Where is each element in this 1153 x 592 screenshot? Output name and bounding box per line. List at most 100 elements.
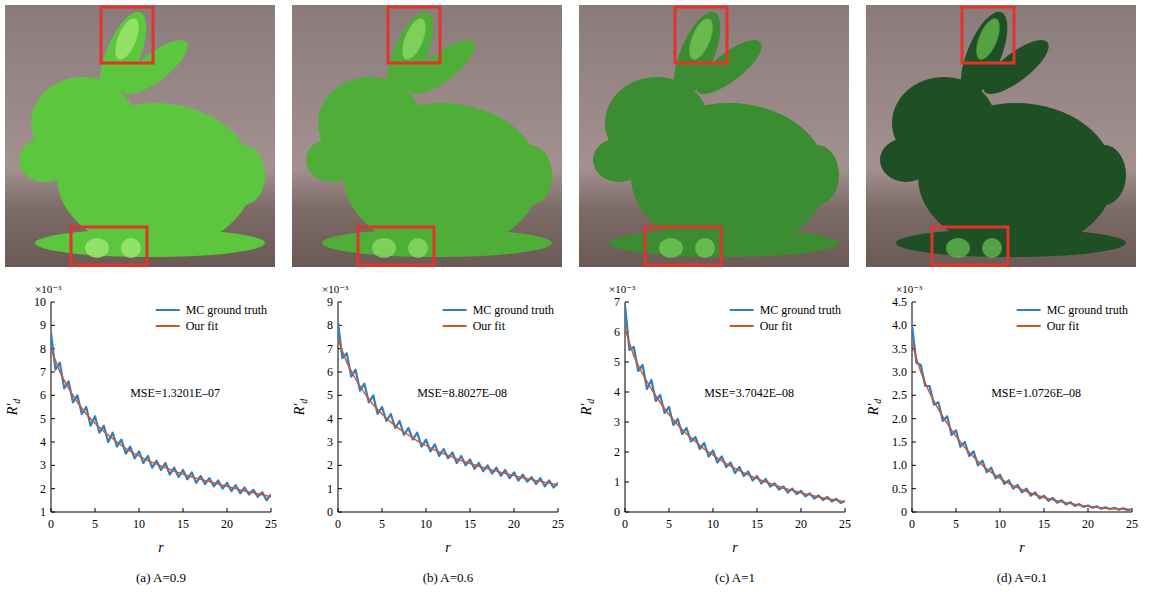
y-tick-label: 2	[614, 445, 620, 459]
legend-swatch	[156, 325, 180, 327]
y-tick-label: 3.5	[892, 342, 907, 356]
plot-data	[51, 332, 271, 500]
figure: 123456789100510152025×10⁻³R′dr(a) A=0.9M…	[0, 0, 1153, 592]
legend-label: Our fit	[473, 319, 506, 333]
foot-highlight	[695, 238, 715, 258]
y-tick	[912, 488, 916, 489]
legend: MC ground truthOur fit	[730, 303, 841, 333]
series-line	[625, 305, 845, 503]
legend-swatch	[730, 309, 754, 311]
x-tick-label: 0	[622, 517, 628, 531]
legend-swatch	[443, 325, 467, 327]
render-background	[5, 5, 275, 267]
y-tick	[912, 465, 916, 466]
x-tick	[845, 508, 846, 512]
x-tick	[183, 508, 184, 512]
x-tick-label: 10	[133, 517, 145, 531]
x-tick	[470, 508, 471, 512]
highlight-box	[101, 7, 153, 63]
y-label-main: R′	[5, 403, 20, 417]
y-label-main: R′	[579, 403, 594, 417]
x-tick-label: 5	[666, 517, 672, 531]
y-tick-label: 4	[614, 385, 620, 399]
chart-panel: 01234567890510152025×10⁻³R′dr(b) A=0.6MS…	[292, 283, 564, 585]
series-line	[51, 332, 271, 500]
chart-panel: 00.51.01.52.02.53.03.54.04.50510152025×1…	[866, 283, 1138, 585]
ear-highlight	[684, 15, 717, 63]
bunny-tail	[1082, 145, 1126, 205]
series-line	[912, 344, 1132, 510]
chart-panel: 012345670510152025×10⁻³R′dr(c) A=1MSE=3.…	[579, 283, 851, 585]
y-tick-label: 2.5	[892, 388, 907, 402]
highlight-box	[388, 7, 440, 63]
y-tick-label: 5	[614, 355, 620, 369]
bunny-tail	[221, 145, 265, 205]
legend-swatch	[1017, 325, 1041, 327]
y-tick-label: 7	[40, 365, 46, 379]
legend-label: MC ground truth	[186, 303, 267, 317]
x-axis-label: r	[445, 540, 451, 555]
y-tick-label: 8	[40, 342, 46, 356]
y-tick-label: 0	[901, 505, 907, 519]
render-image	[579, 5, 849, 267]
x-axis	[51, 512, 271, 513]
y-tick-label: 5	[40, 412, 46, 426]
y-tick-label: 9	[327, 295, 333, 309]
legend-swatch	[156, 309, 180, 311]
y-tick-label: 7	[614, 295, 620, 309]
x-tick	[1044, 508, 1045, 512]
y-tick-label: 3	[40, 458, 46, 472]
x-axis-label: r	[158, 540, 164, 555]
highlight-box	[962, 7, 1014, 63]
render-background	[579, 5, 849, 267]
y-tick	[338, 465, 342, 466]
y-scale-label: ×10⁻³	[322, 283, 349, 295]
mse-annotation: MSE=1.3201E–07	[130, 386, 220, 400]
series-line	[338, 323, 558, 488]
y-tick	[51, 418, 55, 419]
panel-caption: (a) A=0.9	[136, 570, 186, 585]
y-axis	[625, 302, 626, 512]
y-tick-label: 6	[327, 365, 333, 379]
x-tick-label: 10	[420, 517, 432, 531]
plot-data	[912, 325, 1132, 510]
y-tick-label: 0.5	[892, 482, 907, 496]
y-label-sub: d	[585, 398, 596, 404]
y-tick-label: 1	[614, 475, 620, 489]
x-tick-label: 5	[953, 517, 959, 531]
legend-swatch	[443, 309, 467, 311]
y-tick	[912, 395, 916, 396]
ear-highlight	[110, 15, 143, 63]
y-tick	[625, 422, 629, 423]
y-tick-label: 4.5	[892, 295, 907, 309]
x-tick	[514, 508, 515, 512]
foot-highlight	[982, 238, 1002, 258]
y-tick-label: 1	[40, 505, 46, 519]
y-tick	[338, 488, 342, 489]
legend-label: Our fit	[760, 319, 793, 333]
y-axis-label: R′d	[5, 398, 22, 417]
bunny-highlight	[659, 15, 718, 258]
bunny-highlight	[85, 15, 144, 258]
legend-swatch	[1017, 309, 1041, 311]
y-tick	[338, 512, 342, 513]
y-tick-label: 4.0	[892, 318, 907, 332]
mse-annotation: MSE=1.0726E–08	[991, 386, 1081, 400]
y-label-main: R′	[866, 403, 881, 417]
legend: MC ground truthOur fit	[443, 303, 554, 333]
x-axis	[338, 512, 558, 513]
x-tick-label: 15	[177, 517, 189, 531]
panel-caption: (b) A=0.6	[423, 570, 474, 585]
highlight-box	[71, 227, 147, 265]
y-tick-label: 6	[614, 325, 620, 339]
mse-annotation: MSE=8.8027E–08	[417, 386, 507, 400]
y-tick-label: 3	[614, 415, 620, 429]
x-tick	[426, 508, 427, 512]
y-label-sub: d	[11, 398, 22, 404]
ear-highlight	[971, 15, 1004, 63]
y-tick-label: 2	[327, 458, 333, 472]
bunny	[306, 6, 552, 257]
mse-annotation: MSE=3.7042E–08	[704, 386, 794, 400]
render-image	[292, 5, 562, 267]
bunny	[593, 6, 839, 257]
